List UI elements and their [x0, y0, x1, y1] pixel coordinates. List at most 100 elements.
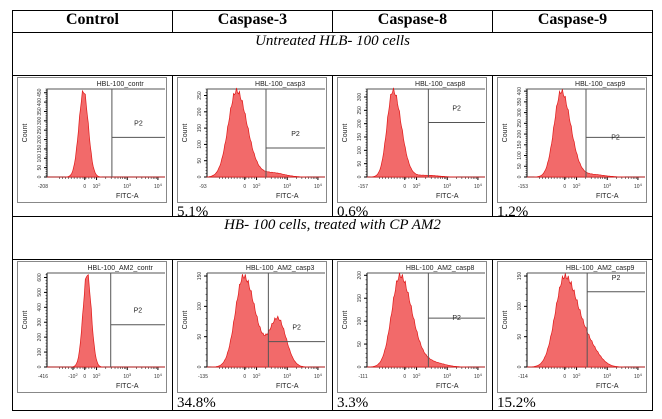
plot-title: HBL-100_AM2_casp3: [246, 265, 315, 272]
section-label: Untreated HLB- 100 cells: [255, 33, 410, 49]
gate-label: P2: [292, 325, 301, 332]
percent-label: 15.2%: [496, 395, 536, 411]
histogram-plot: HBL-100_casp9050100150200250300350400Cou…: [496, 77, 647, 203]
percent-label: 1.2%: [496, 204, 529, 220]
panel-cell: HBL-100_AM2_contr 0 100 200 300 400 500 600 Coun…: [12, 259, 173, 411]
column-header-caspase-8: Caspase-8: [331, 10, 493, 33]
x-tick-label: 0: [83, 374, 86, 380]
y-tick-label: 0: [517, 175, 523, 178]
y-axis-label: Count: [182, 124, 189, 143]
x-tick-label: 104: [474, 182, 483, 190]
histogram-area: [366, 272, 485, 368]
percent-label: 3.3%: [336, 395, 369, 411]
x-tick-label: 103: [603, 372, 612, 380]
x-tick-label: 102: [573, 182, 582, 190]
histogram-plot: HBL-100_casp3 0 50 100 150 200 250 Count -93 0 102…: [176, 77, 327, 203]
histogram-plot: HBL-100_AM2_casp3 0 50 100 150 Count -135 0 102 1…: [176, 261, 327, 393]
x-tick-label: 103: [443, 182, 452, 190]
y-axis-label: Count: [22, 311, 29, 330]
column-header-caspase-9: Caspase-9: [491, 10, 654, 33]
x-tick-label: 104: [154, 372, 163, 380]
plot-title: HBL-100_AM2_casp9: [566, 265, 635, 272]
y-tick-label: 0: [197, 365, 203, 368]
y-tick-label: 200: [37, 333, 43, 342]
histogram-area: [47, 89, 165, 178]
y-tick-label: 100: [357, 146, 363, 155]
gate-label: P2: [612, 275, 621, 282]
y-tick-label: 100: [517, 151, 523, 160]
y-tick-label: 100: [357, 317, 363, 326]
gate-label: P2: [611, 134, 620, 141]
histogram-area: [47, 273, 165, 368]
x-tick-label: -157: [358, 184, 368, 190]
gate-label: P2: [134, 308, 143, 315]
y-tick-label: 450: [37, 88, 43, 97]
y-tick-label: 100: [197, 140, 203, 149]
y-tick-label: 150: [357, 133, 363, 142]
y-tick-label: 0: [357, 365, 363, 368]
x-tick-label: 0: [563, 374, 566, 380]
x-tick-label: -102: [68, 372, 78, 380]
x-tick-label: 104: [154, 182, 163, 190]
y-tick-label: 250: [197, 91, 203, 100]
plot-title: HBL-100_contr: [97, 81, 145, 88]
y-tick-label: 200: [197, 107, 203, 116]
plot-frame: [496, 77, 647, 203]
y-tick-label: 400: [517, 87, 523, 96]
x-tick-label: 0: [563, 184, 566, 190]
y-tick-label: 500: [37, 288, 43, 297]
x-axis-label: FITC-A: [116, 383, 139, 390]
y-axis-label: Count: [502, 311, 509, 330]
y-tick-label: 150: [517, 140, 523, 149]
y-tick-label: 100: [517, 302, 523, 311]
histogram-area: [366, 87, 485, 178]
y-tick-label: 0: [197, 175, 203, 178]
x-axis-label: FITC-A: [436, 383, 459, 390]
x-tick-label: 103: [603, 182, 612, 190]
plot-title: HBL-100_casp9: [575, 81, 625, 88]
x-tick-label: 102: [413, 372, 422, 380]
x-tick-label: 0: [83, 184, 86, 190]
y-tick-label: 200: [357, 119, 363, 128]
y-tick-label: 0: [517, 365, 523, 368]
y-tick-label: 300: [517, 108, 523, 117]
gate-label: P2: [291, 131, 300, 138]
y-tick-label: 400: [37, 98, 43, 107]
column-header-control: Control: [12, 10, 173, 33]
y-tick-label: 300: [37, 116, 43, 125]
panel-cell: HBL-100_AM2_casp8 0 50 100 150 200 Count -111 0 1…: [331, 259, 493, 411]
gate-label: P2: [134, 120, 143, 127]
x-tick-label: -135: [198, 374, 208, 380]
x-tick-label: 103: [283, 372, 292, 380]
y-tick-label: 150: [197, 272, 203, 281]
y-tick-label: 0: [37, 175, 43, 178]
x-tick-label: -114: [518, 374, 528, 380]
y-tick-label: 100: [197, 302, 203, 311]
y-tick-label: 250: [37, 126, 43, 135]
y-axis-label: Count: [342, 124, 349, 143]
histogram-area: [206, 274, 325, 368]
y-tick-label: 50: [37, 165, 43, 171]
x-tick-label: -93: [199, 184, 206, 190]
y-tick-label: 0: [357, 175, 363, 178]
y-tick-label: 200: [357, 271, 363, 280]
y-axis-label: Count: [342, 311, 349, 330]
x-tick-label: 102: [93, 372, 102, 380]
y-tick-label: 50: [357, 341, 363, 347]
section-untreated: Untreated HLB- 100 cells: [12, 32, 653, 76]
gate-label: P2: [452, 315, 461, 322]
y-tick-label: 100: [37, 154, 43, 163]
x-tick-label: 0: [243, 184, 246, 190]
x-tick-label: 0: [243, 374, 246, 380]
histogram-plot: HBL-100_AM2_casp8 0 50 100 150 200 Count -111 0 1…: [336, 261, 487, 393]
x-tick-label: 102: [413, 182, 422, 190]
x-axis-label: FITC-A: [596, 193, 619, 200]
y-tick-label: 50: [517, 163, 523, 169]
y-tick-label: 350: [37, 107, 43, 116]
x-tick-label: 104: [314, 182, 323, 190]
panel-cell: HBL-100_casp9 0 50 100 150 200 250 300 350 400 Cou…: [491, 75, 654, 220]
section-label: HB- 100 cells, treated with CP AM2: [224, 217, 441, 233]
y-tick-label: 150: [517, 272, 523, 281]
panel-cell: HBL-100_contr 0 50 100 150 200 250 300 350 400 450…: [12, 75, 173, 217]
x-tick-label: 104: [474, 372, 483, 380]
